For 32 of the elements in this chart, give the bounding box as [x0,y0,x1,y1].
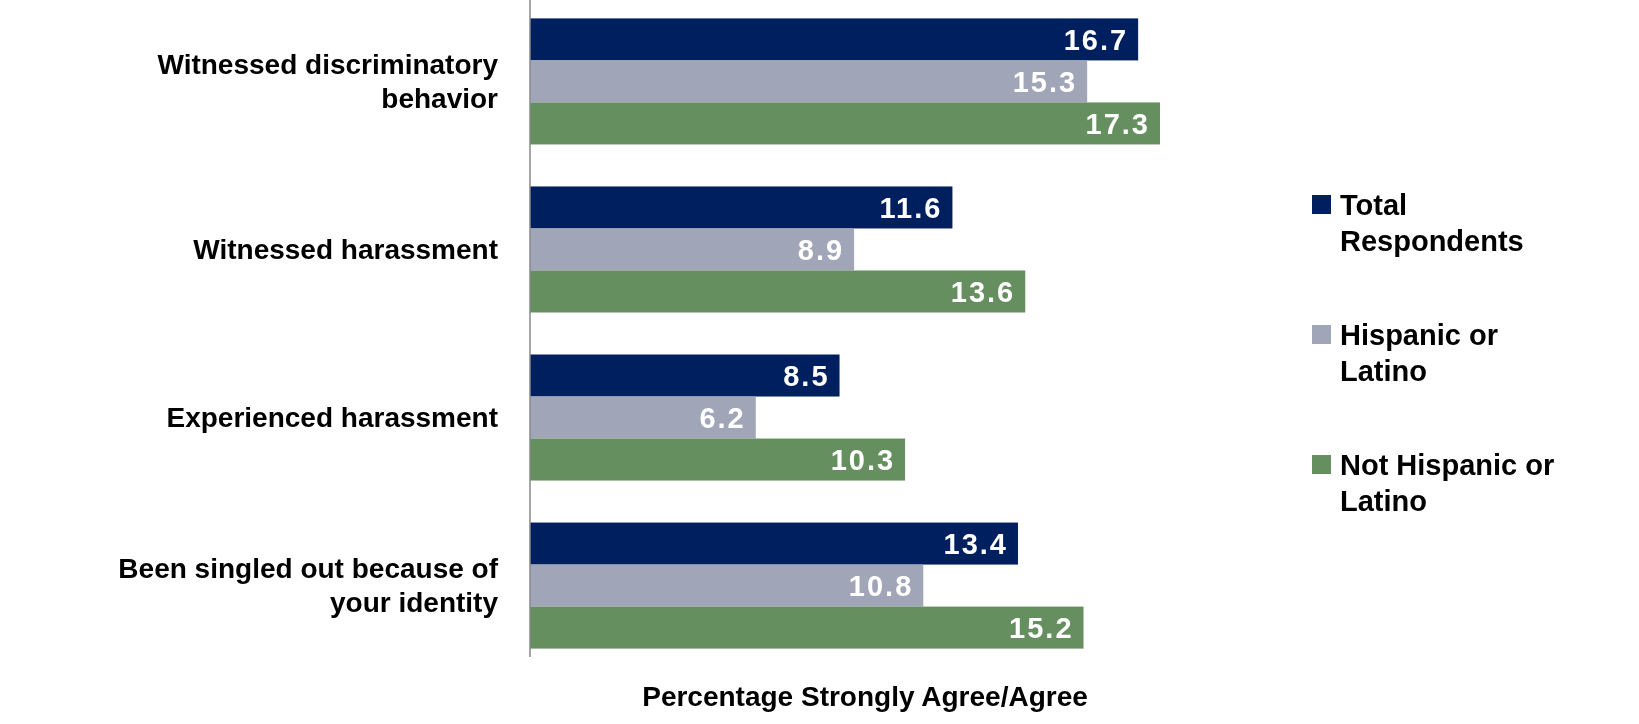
bar [530,186,953,229]
bar [530,522,1018,565]
data-label: 13.6 [950,275,1016,308]
bar [530,438,906,481]
data-label: 8.9 [797,233,845,266]
y-tick-label: Experienced harassment [166,402,498,434]
x-axis-title: Percentage Strongly Agree/Agree [642,681,1088,712]
y-tick-label: Been singled out because of your identity [118,553,499,619]
bar [530,564,924,607]
bar [530,354,840,397]
bar [530,18,1139,61]
data-label: 16.7 [1063,23,1129,56]
bar [530,102,1160,145]
data-label: 11.6 [879,191,943,224]
data-label: 17.3 [1085,107,1150,140]
bar [530,606,1084,649]
data-label: 13.4 [943,527,1008,560]
bar [530,60,1088,103]
y-tick-label: Witnessed harassment [193,234,498,266]
data-label: 15.3 [1012,65,1078,98]
legend-label: Total Respondents [1340,189,1524,258]
bar [530,270,1026,313]
data-label: 6.2 [699,401,746,434]
data-label: 8.5 [783,359,830,392]
data-label: 10.3 [830,443,896,476]
bar [530,396,756,439]
data-label: 10.8 [848,569,914,602]
data-label: 15.2 [1009,611,1074,644]
legend-label: Hispanic or Latino [1340,319,1498,388]
bar [530,228,855,271]
legend-label: Not Hispanic or Latino [1340,449,1555,518]
y-tick-label: Witnessed discriminatory behavior [157,49,499,115]
